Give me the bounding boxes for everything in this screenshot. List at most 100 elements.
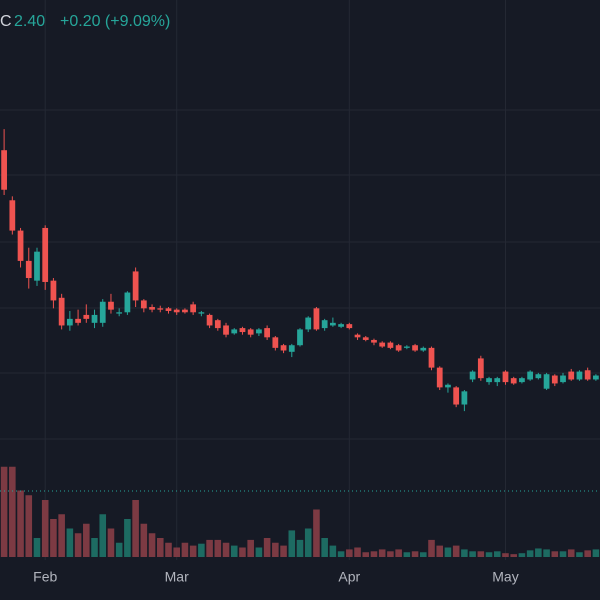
volume-bar [378, 549, 386, 557]
candle-body [371, 339, 377, 343]
candle-body [354, 334, 361, 338]
volume-bar [17, 490, 24, 557]
volume-bar [91, 538, 98, 557]
candle-body [83, 314, 90, 319]
volume-bar [592, 549, 600, 557]
x-tick-label: May [492, 569, 518, 585]
candle-body [576, 371, 583, 380]
candle-body [50, 280, 57, 301]
volume-bar [156, 538, 164, 557]
candle-body [551, 375, 558, 384]
volume-bar [477, 551, 485, 557]
candle-body [412, 345, 418, 351]
candle-body [34, 251, 40, 281]
candle-body [108, 301, 114, 310]
x-tick-label: Apr [338, 569, 360, 585]
volume-bar [329, 545, 337, 557]
volume-bar [206, 539, 213, 557]
candle-body [173, 309, 180, 313]
candle-body [486, 378, 492, 383]
change: +0.20 (+9.09%) [60, 13, 170, 30]
candle-body [239, 328, 246, 333]
candle-body [395, 345, 402, 351]
volume-bar [321, 538, 328, 557]
volume-bar [354, 547, 361, 557]
volume-bar [288, 530, 296, 557]
candle-body [198, 312, 205, 314]
x-tick-label: Mar [165, 569, 189, 585]
candle-body [436, 367, 443, 388]
volume-bar [0, 466, 8, 557]
volume-bar [567, 549, 575, 557]
candle-body [510, 378, 517, 384]
candle-body [99, 301, 106, 323]
candle-body [568, 371, 575, 380]
volume-bar [255, 547, 263, 557]
candle-body [297, 329, 303, 346]
candle-body [91, 314, 98, 323]
volume-bar [25, 495, 33, 557]
candle-body [535, 374, 542, 379]
candle-body [502, 371, 509, 383]
candle-body [247, 329, 254, 335]
candle-body [477, 358, 484, 379]
candles [1, 129, 599, 412]
candle-body [403, 346, 410, 348]
volume-bar [263, 538, 271, 557]
candle-body [280, 345, 287, 351]
candle-body [116, 312, 123, 314]
volume-bar [66, 528, 74, 557]
candle-body [157, 308, 164, 310]
volume-bar [403, 552, 411, 557]
candle-body [469, 371, 476, 380]
candle-body [362, 337, 369, 340]
volume-bar [493, 551, 501, 557]
candle-body [165, 308, 172, 311]
candle-body [231, 329, 238, 334]
candle-body [519, 378, 525, 383]
volume-bar [436, 545, 444, 557]
volume-bar [346, 549, 353, 557]
candle-body [593, 375, 599, 380]
volume-bar [33, 538, 41, 557]
candle-body [182, 309, 188, 313]
x-axis: Feb Mar Apr May [33, 569, 519, 585]
volume-bar [395, 549, 402, 557]
volume-bar [313, 509, 320, 557]
volume-bar [428, 539, 435, 557]
x-tick-label: Feb [33, 569, 57, 585]
volume-bar [83, 523, 90, 557]
volume-bar [50, 519, 57, 557]
volume-bar [124, 519, 131, 557]
volume-bar [469, 551, 476, 557]
volume-bar [576, 552, 583, 557]
candle-body [560, 375, 566, 383]
candle-body [305, 317, 312, 330]
volume-bar [165, 542, 172, 557]
volume-bar [296, 539, 304, 557]
candle-body [527, 371, 534, 380]
candle-body [256, 329, 262, 334]
volume-bar [543, 549, 550, 557]
volume-bar [452, 545, 460, 557]
candle-body [584, 370, 591, 380]
candle-body [25, 260, 32, 279]
candle-body [272, 337, 279, 348]
volume-bar [518, 553, 526, 557]
volume-bar [502, 553, 509, 557]
volume-bar [115, 542, 123, 557]
volume-bar [526, 550, 534, 557]
volume-bar [272, 542, 279, 557]
volume-bar [230, 545, 238, 557]
candle-body [214, 320, 221, 329]
volume-bars [0, 466, 600, 557]
volume-bar [99, 514, 107, 557]
volume-bar [189, 545, 197, 557]
candle-body [140, 300, 147, 309]
close-value: 2.40 [14, 13, 45, 30]
volume-bar [222, 542, 230, 557]
volume-bar [559, 551, 567, 557]
